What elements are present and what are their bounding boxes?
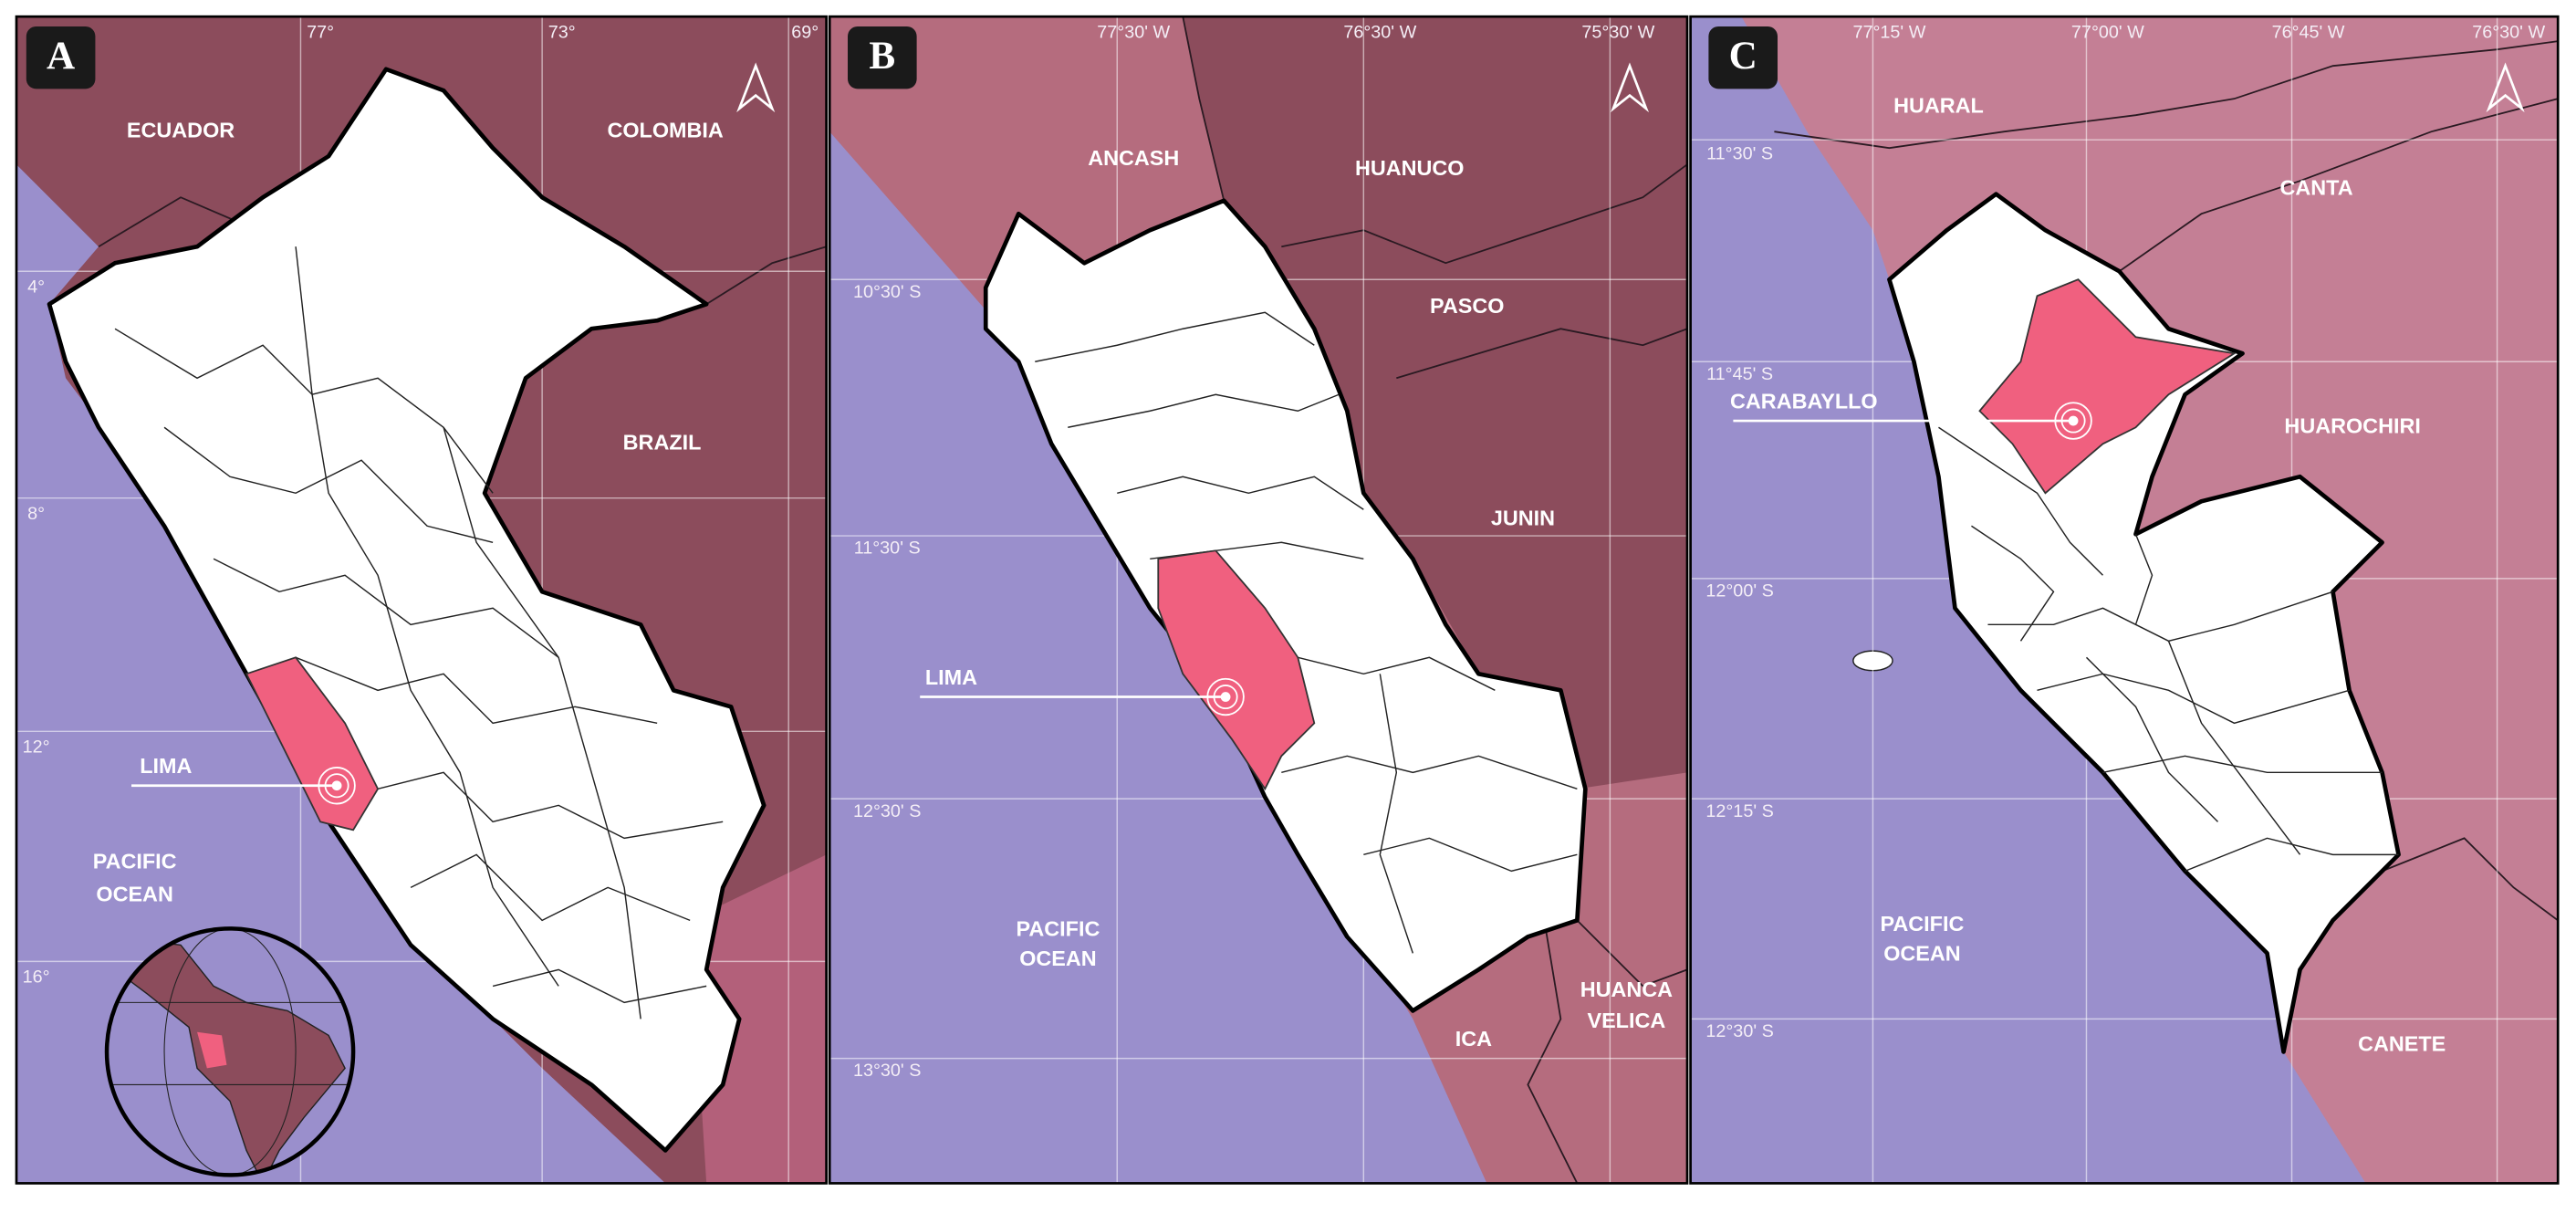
place-label: LIMA	[140, 754, 192, 778]
latitude-label: 12°00' S	[1705, 581, 1773, 601]
place-label: OCEAN	[1019, 946, 1096, 970]
marker	[318, 767, 356, 805]
place-label: PACIFIC	[1881, 912, 1965, 936]
place-label: PACIFIC	[1017, 916, 1100, 940]
land-dark	[1183, 16, 1687, 789]
panel-letter: C	[1729, 35, 1757, 78]
latitude-label: 11°30' S	[1706, 144, 1773, 164]
panel-frame	[1689, 15, 2560, 1185]
border	[1182, 16, 1225, 202]
border	[705, 246, 827, 305]
border	[1774, 40, 2559, 150]
panel-letter-box	[26, 26, 96, 89]
place-label: PASCO	[1430, 294, 1504, 318]
longitude-label: 77°30' W	[1097, 22, 1170, 42]
panel-b	[829, 16, 1687, 1184]
latitude-label: 8°	[27, 504, 45, 524]
carabayllo	[1978, 278, 2237, 495]
latitude-label: 11°45' S	[1706, 364, 1773, 384]
latitude-label: 11°30' S	[854, 539, 921, 559]
place-label: ECUADOR	[127, 118, 235, 141]
latitude-label: 13°30' S	[853, 1061, 921, 1081]
longitude-label: 77°15' W	[1852, 22, 1925, 42]
lima-province	[1157, 549, 1316, 791]
place-label: VELICA	[1587, 1009, 1665, 1032]
ocean	[829, 131, 1487, 1184]
border	[1576, 919, 1687, 988]
panel-frame	[828, 15, 1689, 1185]
longitude-label: 77°	[307, 22, 334, 42]
departments	[114, 246, 724, 1020]
border	[1396, 328, 1687, 380]
panel-c	[1690, 16, 2559, 1184]
panel-letter: B	[869, 35, 895, 78]
north-arrow	[1610, 62, 1650, 113]
place-label: JUNIN	[1491, 506, 1555, 529]
latitude-label: 12°30' S	[853, 801, 921, 821]
longitude-label: 69°	[791, 22, 819, 42]
lima-region	[245, 656, 380, 831]
place-label: HUANUCO	[1355, 156, 1465, 180]
north-arrow	[2486, 62, 2525, 113]
place-label: HUANCA	[1580, 978, 1673, 1001]
latitude-label: 12°30' S	[1705, 1021, 1773, 1041]
marker	[1206, 677, 1245, 716]
longitude-label: 76°30' W	[2472, 22, 2545, 42]
border	[2118, 98, 2559, 272]
ocean	[16, 164, 666, 1184]
north-arrow	[736, 62, 776, 113]
place-label: CANTA	[2279, 175, 2352, 199]
grid	[829, 16, 1687, 1184]
latitude-label: 16°	[23, 967, 50, 988]
place-label: LIMA	[925, 665, 977, 689]
border	[1281, 163, 1687, 265]
place-label: PACIFIC	[93, 850, 177, 873]
latitude-label: 4°	[27, 277, 45, 297]
latitude-label: 12°15' S	[1705, 801, 1773, 821]
marker	[2054, 402, 2092, 440]
longitude-label: 75°30' W	[1581, 22, 1654, 42]
place-label: OCEAN	[1883, 941, 1960, 965]
longitude-label: 73°	[548, 22, 576, 42]
border	[1527, 920, 1579, 1184]
land-south	[690, 854, 827, 1184]
panel-letter-box	[847, 26, 917, 89]
place-label: HUAROCHIRI	[2284, 413, 2420, 437]
place-label: HUARAL	[1893, 93, 1984, 117]
districts	[1938, 426, 2399, 873]
place-label: CANETE	[2358, 1031, 2446, 1055]
globe	[104, 926, 356, 1177]
panel-letter-box	[1708, 26, 1778, 89]
ocean	[1690, 16, 2366, 1184]
place-label: CARABAYLLO	[1730, 389, 1878, 413]
panel-letter: A	[47, 35, 75, 78]
longitude-label: 76°45' W	[2272, 22, 2345, 42]
place-label: ANCASH	[1088, 146, 1179, 170]
place-label: BRAZIL	[623, 430, 702, 454]
border	[2382, 837, 2559, 922]
lima-department	[983, 198, 1588, 1013]
provinces	[1035, 311, 1578, 954]
panel-a	[16, 16, 827, 1184]
place-label: COLOMBIA	[607, 118, 723, 141]
panel-frame	[15, 15, 828, 1185]
place-label: ICA	[1455, 1027, 1492, 1051]
place-label: OCEAN	[96, 883, 172, 906]
longitude-label: 76°30' W	[1343, 22, 1416, 42]
latitude-label: 12°	[23, 737, 50, 758]
latitude-label: 10°30' S	[853, 282, 921, 302]
peru	[47, 67, 767, 1153]
longitude-label: 77°00' W	[2071, 22, 2144, 42]
